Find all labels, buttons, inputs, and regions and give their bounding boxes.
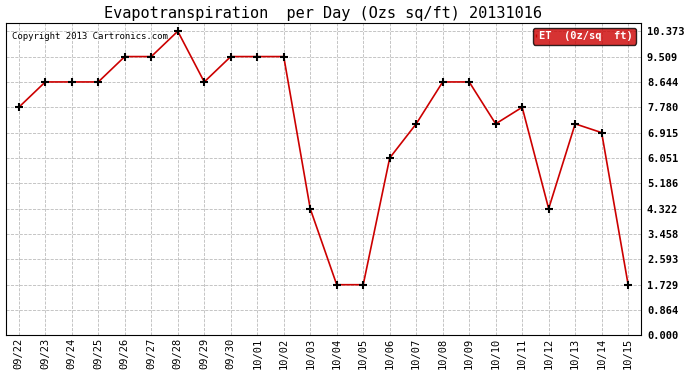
Legend: ET  (0z/sq  ft): ET (0z/sq ft) — [533, 28, 636, 45]
Text: Copyright 2013 Cartronics.com: Copyright 2013 Cartronics.com — [12, 33, 168, 42]
Title: Evapotranspiration  per Day (Ozs sq/ft) 20131016: Evapotranspiration per Day (Ozs sq/ft) 2… — [104, 6, 542, 21]
